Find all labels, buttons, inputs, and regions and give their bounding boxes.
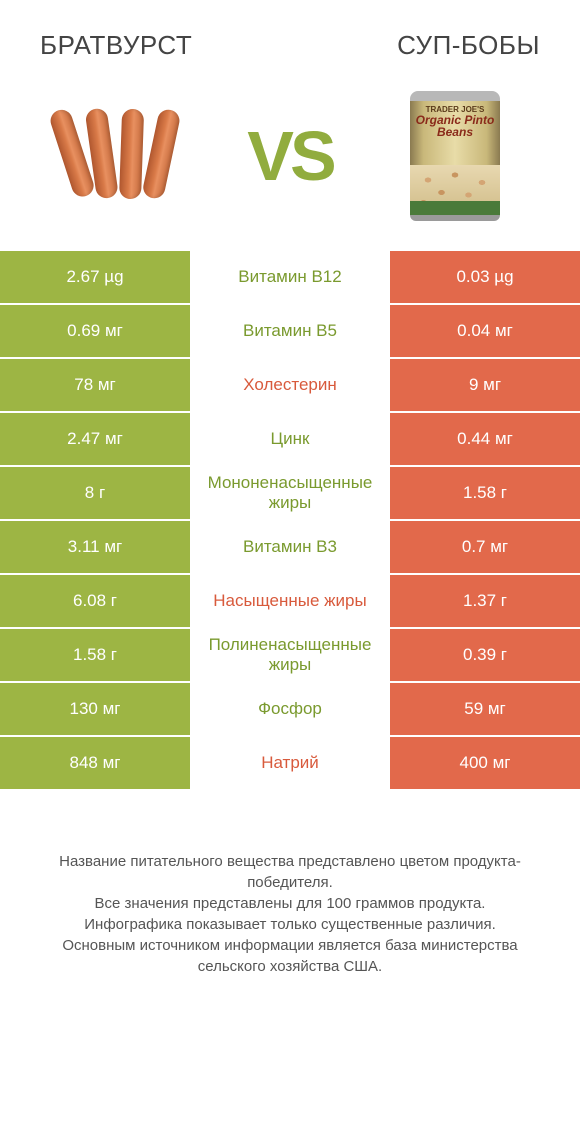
left-value: 6.08 г (0, 575, 190, 627)
table-row: 848 мгНатрий400 мг (0, 737, 580, 789)
image-row: VS TRADER JOE'S Organic Pinto Beans (0, 81, 580, 251)
table-row: 3.11 мгВитамин B30.7 мг (0, 521, 580, 573)
right-value: 0.04 мг (390, 305, 580, 357)
nutrient-label: Мононенасыщенные жиры (190, 467, 390, 519)
nutrient-label: Витамин B12 (190, 251, 390, 303)
nutrient-label: Натрий (190, 737, 390, 789)
footer-line: Инфографика показывает только существенн… (30, 914, 550, 935)
left-value: 848 мг (0, 737, 190, 789)
footer-notes: Название питательного вещества представл… (0, 791, 580, 977)
right-value: 1.37 г (390, 575, 580, 627)
table-row: 2.67 µgВитамин B120.03 µg (0, 251, 580, 303)
nutrient-label: Цинк (190, 413, 390, 465)
table-row: 6.08 гНасыщенные жиры1.37 г (0, 575, 580, 627)
nutrient-label: Насыщенные жиры (190, 575, 390, 627)
right-value: 400 мг (390, 737, 580, 789)
table-row: 130 мгФосфор59 мг (0, 683, 580, 735)
left-value: 2.67 µg (0, 251, 190, 303)
header: БРАТВУРСТ СУП-БОБЫ (0, 0, 580, 81)
right-product-image: TRADER JOE'S Organic Pinto Beans (390, 91, 520, 221)
left-value: 3.11 мг (0, 521, 190, 573)
nutrient-label: Полиненасыщенные жиры (190, 629, 390, 681)
footer-line: Все значения представлены для 100 граммо… (30, 893, 550, 914)
beans-can-icon: TRADER JOE'S Organic Pinto Beans (410, 91, 500, 221)
vs-label: VS (247, 116, 332, 196)
left-product-image (60, 91, 190, 221)
right-value: 1.58 г (390, 467, 580, 519)
left-value: 0.69 мг (0, 305, 190, 357)
table-row: 1.58 гПолиненасыщенные жиры0.39 г (0, 629, 580, 681)
right-value: 0.44 мг (390, 413, 580, 465)
nutrient-label: Холестерин (190, 359, 390, 411)
comparison-table: 2.67 µgВитамин B120.03 µg0.69 мгВитамин … (0, 251, 580, 789)
table-row: 2.47 мгЦинк0.44 мг (0, 413, 580, 465)
nutrient-label: Витамин B5 (190, 305, 390, 357)
table-row: 78 мгХолестерин9 мг (0, 359, 580, 411)
left-value: 2.47 мг (0, 413, 190, 465)
right-product-title: СУП-БОБЫ (397, 30, 540, 61)
right-value: 59 мг (390, 683, 580, 735)
left-value: 8 г (0, 467, 190, 519)
right-value: 9 мг (390, 359, 580, 411)
table-row: 0.69 мгВитамин B50.04 мг (0, 305, 580, 357)
right-value: 0.7 мг (390, 521, 580, 573)
right-value: 0.39 г (390, 629, 580, 681)
footer-line: Основным источником информации является … (30, 935, 550, 977)
left-value: 130 мг (0, 683, 190, 735)
left-value: 1.58 г (0, 629, 190, 681)
can-product: Organic Pinto Beans (410, 114, 500, 138)
left-product-title: БРАТВУРСТ (40, 30, 192, 61)
right-value: 0.03 µg (390, 251, 580, 303)
nutrient-label: Витамин B3 (190, 521, 390, 573)
table-row: 8 гМононенасыщенные жиры1.58 г (0, 467, 580, 519)
sausages-icon (65, 106, 185, 206)
left-value: 78 мг (0, 359, 190, 411)
footer-line: Название питательного вещества представл… (30, 851, 550, 893)
nutrient-label: Фосфор (190, 683, 390, 735)
